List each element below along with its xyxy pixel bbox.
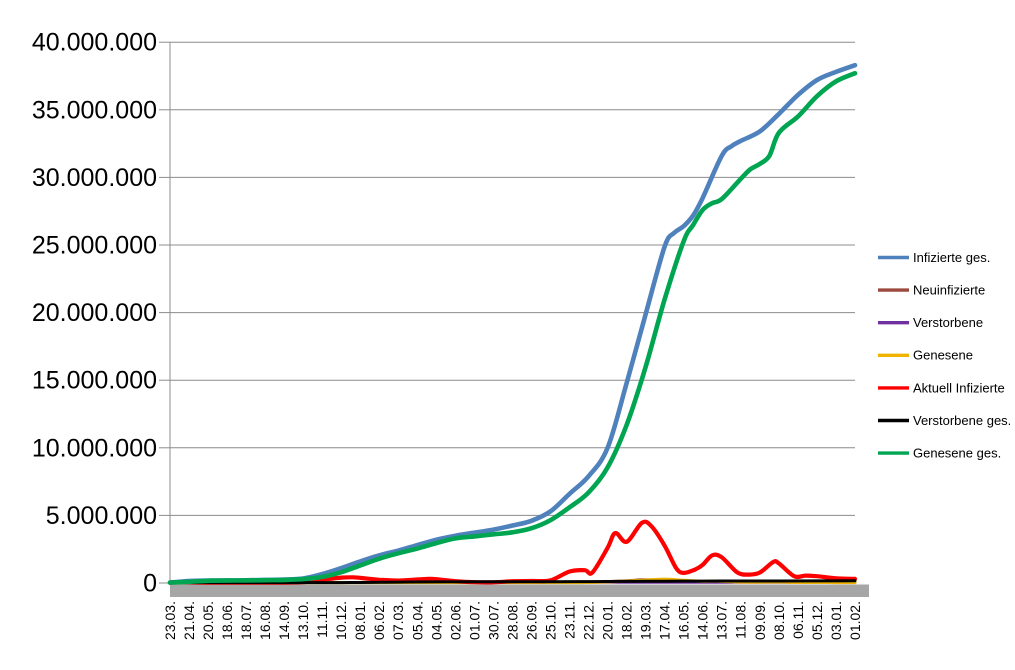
x-axis-label-30: 11.08. — [733, 601, 749, 639]
x-axis-label-35: 03.01. — [828, 601, 844, 640]
legend-label-aktuell-infizierte: Aktuell Infizierte — [913, 380, 1005, 395]
x-axis-label-12: 07.03. — [390, 601, 406, 640]
legend-label-genesene-ges: Genesene ges. — [913, 446, 1001, 461]
x-axis-label-29: 13.07. — [714, 601, 730, 640]
x-axis-label-5: 16.08. — [257, 601, 273, 640]
legend-label-genesene: Genesene — [913, 348, 973, 363]
x-axis-label-2: 20.05. — [200, 601, 216, 640]
x-axis-label-0: 23.03. — [162, 601, 178, 640]
legend-item-genesene: Genesene — [878, 348, 973, 363]
legend: Infizierte ges. Neuinfizierte Verstorbene G… — [878, 250, 1011, 461]
x-axis-label-6: 14.09. — [276, 601, 292, 640]
x-axis-label-11: 06.02. — [371, 601, 387, 640]
y-axis-label-1: 5.000.000 — [46, 502, 157, 530]
x-axis-label-25: 19.03. — [638, 601, 654, 640]
legend-item-infizierte-ges: Infizierte ges. — [878, 250, 990, 265]
x-axis-label-14: 04.05. — [428, 601, 444, 640]
legend-item-aktuell-infizierte: Aktuell Infizierte — [878, 380, 1005, 395]
x-axis-label-13: 05.04. — [409, 601, 425, 640]
y-axis-label-4: 20.000.000 — [32, 299, 157, 327]
x-axis-label-23: 20.01. — [600, 601, 616, 640]
x-axis-label-27: 16.05. — [676, 601, 692, 640]
x-axis-label-36: 01.02. — [847, 601, 863, 640]
legend-item-genesene-ges: Genesene ges. — [878, 446, 1001, 461]
x-axis-label-26: 17.04. — [657, 601, 673, 640]
series-line-verstorbene-ges — [168, 579, 857, 585]
x-axis-label-9: 10.12. — [333, 601, 349, 640]
x-axis-label-18: 28.08. — [504, 601, 520, 640]
y-axis-label-7: 35.000.000 — [32, 96, 157, 124]
x-axis-label-34: 05.12. — [809, 601, 825, 640]
legend-label-infizierte-ges: Infizierte ges. — [913, 250, 990, 265]
y-axis-label-0: 0 — [143, 570, 157, 598]
legend-item-verstorbene: Verstorbene — [878, 315, 983, 330]
x-axis-label-32: 08.10. — [771, 601, 787, 640]
x-axis-label-10: 08.01. — [352, 601, 368, 640]
x-axis-label-8: 11.11. — [314, 601, 330, 638]
series-line-genesene-ges — [167, 71, 858, 585]
x-axis-label-15: 02.06. — [447, 601, 463, 640]
x-axis-label-22: 22.12. — [581, 601, 597, 640]
x-axis-label-4: 18.07. — [238, 601, 254, 640]
x-axis-label-1: 21.04. — [181, 601, 197, 640]
y-axis-label-6: 30.000.000 — [32, 164, 157, 192]
x-axis-label-3: 18.06. — [219, 601, 235, 640]
y-axis-label-8: 40.000.000 — [32, 29, 157, 57]
y-axis-label-3: 15.000.000 — [32, 367, 157, 395]
x-axis-label-31: 09.09. — [752, 601, 768, 640]
legend-label-neuinfizierte: Neuinfizierte — [913, 283, 985, 298]
x-axis-label-33: 06.11. — [790, 601, 806, 639]
x-axis-label-24: 18.02. — [619, 601, 635, 640]
x-axis-band — [170, 584, 869, 597]
x-axis-label-19: 26.09. — [523, 601, 539, 640]
x-axis-label-28: 14.06. — [695, 601, 711, 640]
y-axis-label-2: 10.000.000 — [32, 434, 157, 462]
x-axis-label-17: 30.07. — [485, 601, 501, 640]
x-axis-label-20: 25.10. — [542, 601, 558, 640]
legend-label-verstorbene: Verstorbene — [913, 315, 983, 330]
legend-item-neuinfizierte: Neuinfizierte — [878, 283, 985, 298]
x-axis-label-21: 23.11. — [561, 601, 577, 639]
legend-label-verstorbene-ges: Verstorbene ges. — [913, 413, 1011, 428]
x-axis-label-16: 01.07. — [466, 601, 482, 640]
x-axis-label-7: 13.10. — [295, 601, 311, 640]
y-axis-label-5: 25.000.000 — [32, 232, 157, 260]
legend-item-verstorbene-ges: Verstorbene ges. — [878, 413, 1011, 428]
